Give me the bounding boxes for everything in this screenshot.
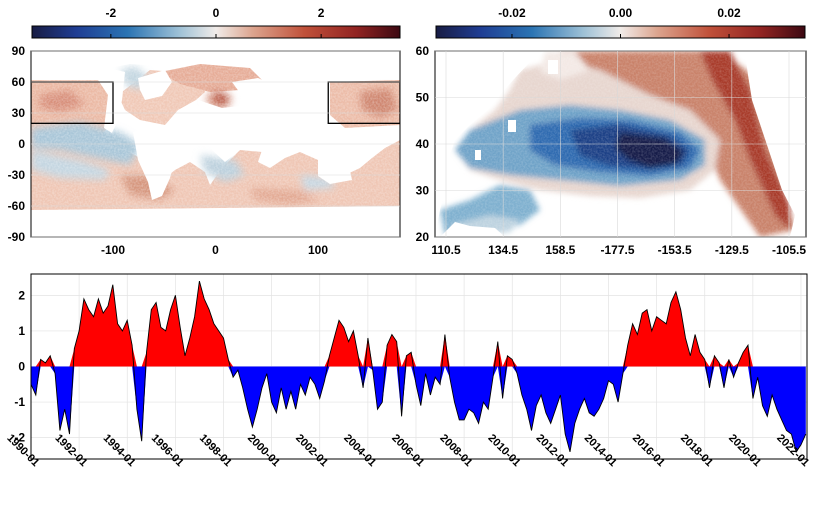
map-colorbar-ticks: -2 0 2 xyxy=(106,6,325,38)
y-tick-label: 30 xyxy=(416,184,430,198)
x-tick-label: -100 xyxy=(101,243,125,257)
y-tick-label: -30 xyxy=(8,168,26,182)
land-mask xyxy=(31,51,400,237)
colorbar-tick-label: -2 xyxy=(106,6,117,20)
x-tick-label: 0 xyxy=(212,243,219,257)
timeseries-panel: 210-1-2 1990-01 1992-01 1994-01 1996-01 1998… xyxy=(4,273,811,469)
x-tick-label: -105.5 xyxy=(772,243,806,257)
pattern-panel: -0.02 0.00 0.02 xyxy=(416,6,807,257)
x-tick-label: -153.5 xyxy=(658,243,692,257)
colorbar-tick-label: -0.02 xyxy=(498,6,526,20)
pattern-x-axis: 110.5 134.5 158.5 -177.5 -153.5 -129.5 -105.5 xyxy=(431,51,806,257)
map-y-axis: 90 60 30 0 -30 -60 -90 xyxy=(8,44,400,244)
y-tick-label: 50 xyxy=(416,91,430,105)
y-tick-label: 40 xyxy=(416,137,430,151)
colorbar-tick-label: 0 xyxy=(213,6,220,20)
y-tick-label: 1 xyxy=(18,324,25,338)
x-tick-label: 134.5 xyxy=(488,243,518,257)
x-tick-label: 158.5 xyxy=(545,243,575,257)
x-tick-label: -177.5 xyxy=(600,243,634,257)
x-tick-label: -129.5 xyxy=(715,243,749,257)
timeseries-y-axis: 2 1 0 -1 -2 xyxy=(14,288,25,444)
x-tick-label: 100 xyxy=(308,243,328,257)
y-tick-label: 60 xyxy=(416,44,430,58)
y-tick-label: 2 xyxy=(18,288,25,302)
pattern-y-axis: 60 50 40 30 20 xyxy=(416,44,806,244)
y-tick-label: -2 xyxy=(14,431,25,445)
colorbar-tick-label: 0.00 xyxy=(609,6,633,20)
y-tick-label: -1 xyxy=(14,395,25,409)
colorbar-tick-label: 0.02 xyxy=(717,6,741,20)
negative-area xyxy=(31,366,806,452)
y-tick-label: -90 xyxy=(8,230,26,244)
y-tick-label: 0 xyxy=(18,137,25,151)
y-tick-label: 0 xyxy=(18,360,25,374)
pattern-colorbar-ticks: -0.02 0.00 0.02 xyxy=(498,6,741,38)
y-tick-label: 20 xyxy=(416,230,430,244)
map-x-axis: -100 0 100 xyxy=(101,243,328,257)
map-panel: -2 0 2 xyxy=(8,6,401,257)
y-tick-label: 30 xyxy=(12,106,26,120)
index-line xyxy=(31,280,807,453)
colorbar-tick-label: 2 xyxy=(318,6,325,20)
y-tick-label: 60 xyxy=(12,75,26,89)
y-tick-label: 90 xyxy=(12,44,26,58)
timeseries-frame xyxy=(30,273,808,460)
y-tick-label: -60 xyxy=(8,199,26,213)
x-tick-label: 110.5 xyxy=(431,243,461,257)
